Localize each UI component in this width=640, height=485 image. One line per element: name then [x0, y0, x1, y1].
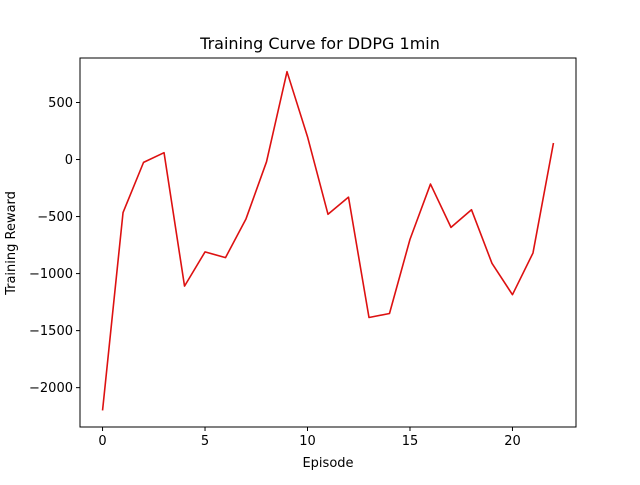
y-tick-label: 500 [48, 96, 73, 111]
y-tick-label: 0 [65, 153, 73, 168]
x-tick-label: 0 [98, 434, 106, 449]
x-tick-label: 5 [201, 434, 209, 449]
y-tick-label: −2000 [29, 381, 73, 396]
y-tick-label: −500 [37, 210, 73, 225]
plot-area: 0 5 10 15 20 −2000 −1500 −1000 −500 0 500 [29, 57, 577, 449]
y-tick-label: −1000 [29, 267, 73, 282]
x-tick-label: 15 [402, 434, 419, 449]
x-axis-label: Episode [302, 456, 353, 471]
series-line-0 [101, 70, 555, 411]
x-tick-label: 20 [504, 434, 521, 449]
plot-frame [79, 57, 577, 428]
y-axis-label: Training Reward [4, 191, 19, 296]
chart-title: Training Curve for DDPG 1min [199, 34, 440, 53]
x-tick-label: 10 [299, 434, 316, 449]
y-tick-label: −1500 [29, 324, 73, 339]
